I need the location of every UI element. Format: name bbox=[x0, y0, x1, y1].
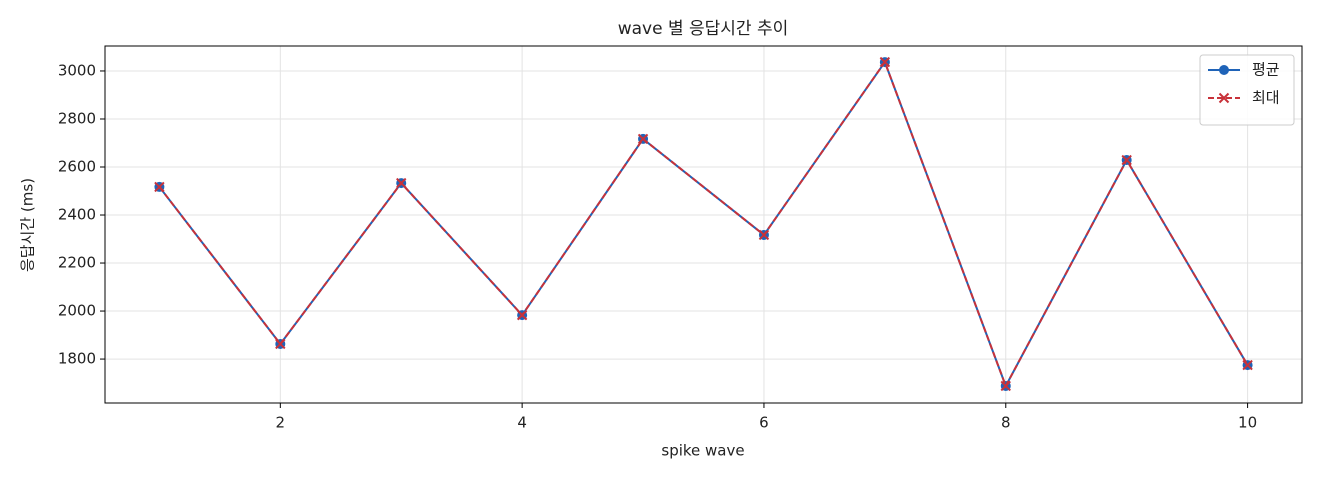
y-tick-label: 1800 bbox=[58, 350, 96, 368]
legend-box bbox=[1199, 54, 1295, 126]
marker bbox=[1121, 154, 1132, 166]
y-tick-label: 2400 bbox=[58, 206, 96, 224]
legend-label: 최대 bbox=[1252, 89, 1280, 107]
marker bbox=[758, 229, 770, 241]
legend-label: 평균 bbox=[1252, 61, 1280, 79]
chart-title: wave 별 응답시간 추이 bbox=[618, 19, 789, 39]
marker bbox=[1242, 359, 1253, 371]
marker bbox=[637, 133, 649, 145]
plot-frame bbox=[104, 45, 1303, 404]
x-tick-label: 4 bbox=[517, 414, 527, 432]
marker bbox=[396, 177, 407, 189]
marker bbox=[1000, 380, 1011, 392]
marker bbox=[879, 56, 891, 68]
y-tick-label: 2800 bbox=[58, 109, 96, 127]
marker bbox=[154, 181, 165, 193]
x-axis-label: spike wave bbox=[661, 442, 744, 460]
marker bbox=[275, 338, 286, 350]
legend-marker bbox=[1218, 92, 1230, 104]
y-tick-label: 2600 bbox=[58, 158, 96, 176]
series-line bbox=[158, 59, 1249, 389]
y-tick-label: 3000 bbox=[58, 61, 96, 79]
x-tick-label: 10 bbox=[1238, 414, 1257, 432]
x-tick-label: 8 bbox=[1001, 414, 1011, 432]
x-tick-label: 6 bbox=[759, 414, 769, 432]
x-tick-label: 2 bbox=[276, 414, 286, 432]
y-tick-label: 2200 bbox=[58, 254, 96, 272]
marker bbox=[516, 309, 528, 321]
legend-marker bbox=[1219, 65, 1229, 75]
y-axis-label: 응답시간 (ms) bbox=[19, 178, 37, 272]
y-tick-label: 2000 bbox=[58, 302, 96, 320]
